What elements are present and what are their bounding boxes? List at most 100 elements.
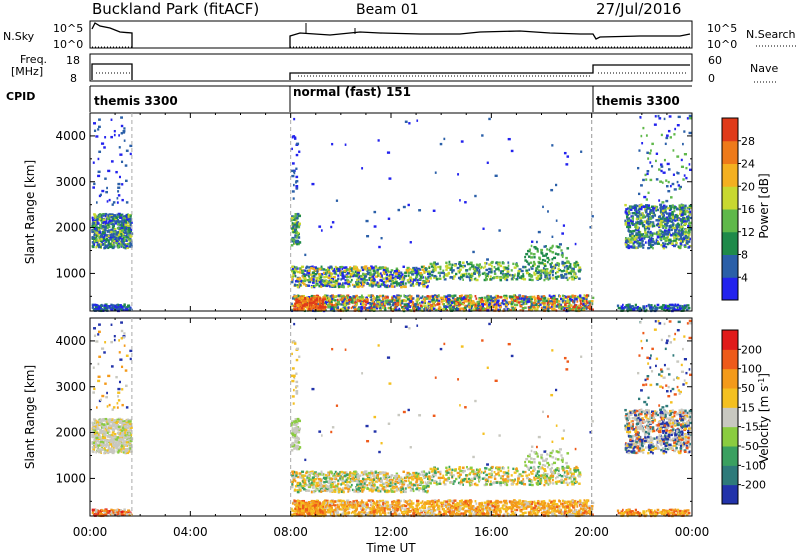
power-echo (122, 237, 125, 240)
power-echo (94, 214, 97, 218)
power-echo (652, 207, 655, 210)
power-echo (424, 270, 428, 273)
power-echo (638, 149, 641, 152)
power-echo (680, 218, 682, 222)
power-echo (484, 307, 488, 311)
power-echo (641, 212, 644, 215)
power-echo (555, 272, 557, 275)
power-echo (385, 279, 389, 283)
power-echo (97, 128, 100, 131)
power-echo (634, 225, 637, 228)
power-echo (436, 297, 439, 301)
power-echo (453, 275, 456, 278)
power-echo (335, 307, 338, 310)
power-echo (476, 266, 480, 270)
power-echo (428, 270, 431, 273)
power-echo (686, 236, 689, 239)
nave-tick-top: 60 (708, 54, 722, 67)
power-echo (680, 223, 683, 226)
power-echo (684, 211, 687, 214)
power-echo (651, 243, 655, 247)
power-echo (637, 226, 640, 230)
power-echo (98, 150, 102, 153)
power-echo (655, 209, 658, 212)
power-echo (481, 134, 484, 137)
power-echo (106, 244, 109, 247)
power-echo (561, 232, 565, 235)
power-echo (431, 299, 434, 303)
power-echo (310, 276, 313, 280)
power-echo (529, 306, 532, 309)
power-echo (339, 272, 341, 275)
power-echo (333, 303, 337, 307)
power-echo (394, 277, 397, 281)
power-echo (465, 269, 469, 272)
power-echo (524, 306, 527, 309)
power-echo (662, 226, 664, 229)
power-echo (535, 277, 539, 280)
power-echo (125, 214, 128, 217)
power-echo (676, 172, 680, 175)
power-echo (320, 267, 324, 270)
power-echo (340, 265, 344, 269)
power-echo (550, 261, 553, 265)
power-echo (366, 282, 370, 285)
colorbar-tick-label: 16 (741, 203, 755, 216)
power-echo (303, 269, 307, 272)
power-echo (671, 218, 674, 221)
power-echo (99, 243, 103, 246)
power-echo (459, 264, 463, 268)
power-echo (97, 174, 101, 178)
cpid-label: CPID (6, 90, 35, 103)
power-echo (652, 306, 655, 309)
power-echo (312, 274, 316, 278)
power-echo (463, 309, 467, 312)
power-echo (306, 299, 309, 303)
power-echo (668, 212, 672, 215)
power-echo (386, 269, 390, 273)
power-echo (344, 297, 347, 300)
power-echo (322, 300, 325, 304)
power-echo (644, 231, 647, 234)
power-echo (491, 299, 495, 303)
power-echo (545, 254, 547, 257)
power-echo (111, 217, 115, 221)
power-echo (641, 237, 644, 240)
power-echo (326, 281, 330, 284)
power-echo (342, 294, 345, 298)
power-echo (344, 279, 348, 282)
power-echo (486, 305, 489, 308)
power-echo (313, 305, 315, 308)
power-echo (305, 284, 307, 287)
power-echo (520, 275, 524, 278)
power-echo (296, 217, 299, 220)
power-echo (495, 261, 498, 264)
power-echo (291, 302, 293, 306)
power-echo (108, 245, 112, 249)
power-echo (338, 284, 341, 287)
power-echo (659, 205, 663, 209)
power-echo (495, 305, 498, 309)
power-echo (660, 219, 664, 222)
power-echo (463, 299, 466, 303)
power-echo (554, 183, 558, 187)
power-echo (642, 246, 645, 249)
power-echo (451, 301, 454, 305)
power-echo (347, 298, 351, 302)
power-echo (684, 212, 687, 216)
power-echo (93, 129, 97, 132)
power-echo (379, 267, 383, 270)
power-echo (667, 207, 670, 210)
power-echo (541, 269, 544, 272)
power-echo (582, 299, 584, 303)
power-echo (291, 275, 294, 279)
power-echo (295, 185, 299, 188)
velocity-echo (110, 427, 114, 431)
power-echo (680, 228, 684, 231)
power-echo (555, 305, 559, 308)
power-echo (491, 309, 495, 312)
power-echo (348, 271, 351, 274)
power-echo (439, 142, 443, 146)
power-echo (467, 305, 471, 308)
power-echo (467, 301, 471, 305)
